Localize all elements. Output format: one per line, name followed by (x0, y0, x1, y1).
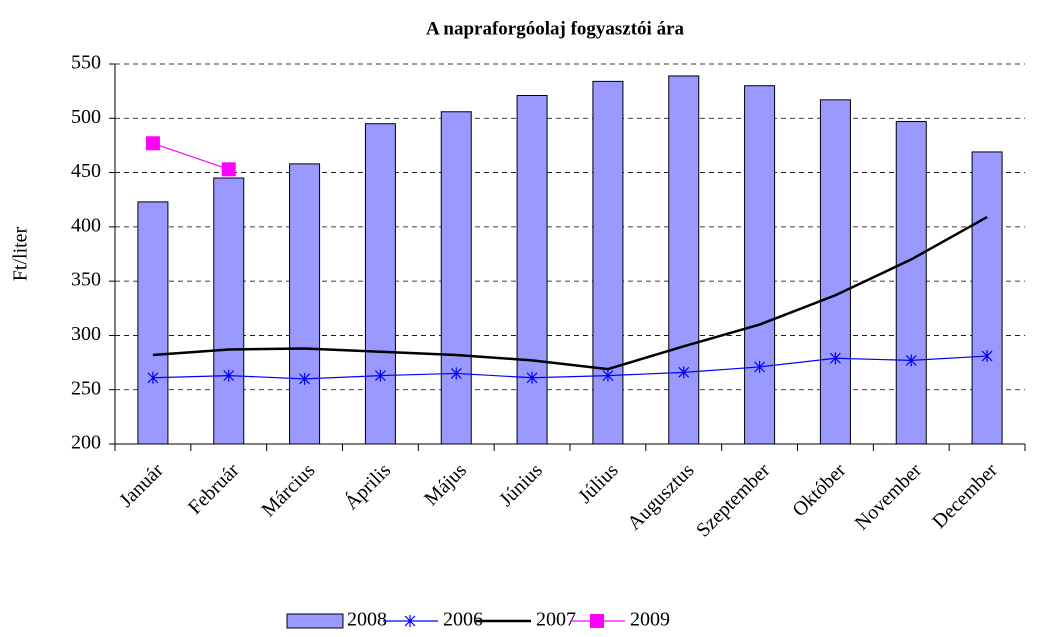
line (152, 355, 988, 380)
x-tick-label: December (928, 459, 1002, 533)
marker (829, 352, 841, 365)
marker (221, 162, 236, 177)
x-tick-label: November (851, 459, 926, 534)
x-tick-label: Január (115, 459, 168, 512)
y-tick-label: 400 (71, 214, 101, 236)
marker (526, 371, 538, 384)
bar (819, 99, 851, 445)
bar (744, 85, 776, 445)
x-tick-label: Szeptember (692, 459, 775, 542)
marker (223, 369, 235, 382)
marker (981, 350, 993, 363)
bar (668, 75, 700, 445)
y-tick-label: 450 (71, 160, 101, 182)
bar (971, 151, 1003, 445)
line (152, 142, 229, 170)
bar (364, 123, 396, 445)
marker (374, 369, 386, 382)
marker (678, 366, 690, 379)
legend-label: 2006 (443, 609, 483, 631)
marker (450, 367, 462, 380)
legend-swatch (286, 613, 344, 629)
y-tick-label: 550 (71, 52, 101, 74)
marker (602, 369, 614, 382)
y-tick-label: 300 (71, 323, 101, 345)
x-tick-label: Július (574, 459, 623, 508)
x-tick-label: Május (420, 459, 471, 510)
marker (905, 354, 917, 367)
chart-title: A napraforgóolaj fogyasztói ára (426, 18, 685, 39)
bar (289, 163, 321, 445)
y-axis-label: Ft/liter (10, 226, 32, 281)
marker (147, 371, 159, 384)
y-tick-label: 350 (71, 269, 101, 291)
x-tick-label: Augusztus (623, 459, 698, 534)
y-tick-label: 250 (71, 377, 101, 399)
bar (895, 121, 927, 445)
x-tick-label: Június (495, 459, 547, 511)
legend-label: 2009 (630, 609, 670, 631)
legend-label: 2007 (536, 609, 576, 631)
line (152, 215, 988, 371)
x-tick-label: Március (257, 459, 319, 521)
bar (440, 111, 472, 445)
marker (299, 372, 311, 385)
bar (213, 177, 245, 445)
marker (404, 615, 416, 627)
y-tick-label: 500 (71, 106, 101, 128)
y-tick-label: 200 (71, 432, 101, 454)
x-tick-label: Április (340, 458, 396, 514)
legend-label: 2008 (347, 609, 387, 631)
marker (145, 136, 160, 151)
x-tick-label: Február (184, 459, 244, 519)
bar (592, 80, 624, 445)
bar (516, 94, 548, 445)
marker (590, 614, 604, 628)
x-tick-label: Október (788, 459, 850, 521)
bar (137, 201, 169, 445)
marker (754, 360, 766, 373)
